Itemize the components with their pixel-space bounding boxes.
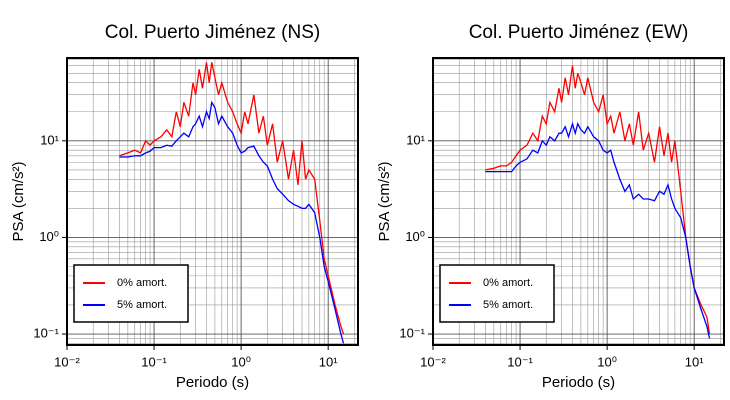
x-tick-label: 10⁰ (597, 354, 617, 369)
data-line (119, 100, 345, 344)
data-line (485, 121, 711, 339)
y-tick-label: 10⁻¹ (33, 325, 59, 340)
y-tick-label: 10¹ (40, 132, 59, 147)
plot-frame (66, 57, 359, 346)
x-tick-label: 10⁻¹ (141, 354, 167, 369)
y-tick-label: 10⁰ (405, 229, 425, 244)
x-tick-label: 10¹ (685, 354, 704, 369)
x-axis-label: Periodo (s) (176, 374, 249, 391)
x-tick-label: 10⁻¹ (507, 354, 533, 369)
legend-label: 0% amort. (483, 277, 533, 289)
x-tick-label: 10⁻² (54, 354, 80, 369)
data-line (485, 65, 711, 335)
chart-title: Col. Puerto Jiménez (NS) (105, 22, 320, 43)
plot-frame (432, 57, 725, 346)
legend-label: 0% amort. (117, 277, 167, 289)
x-tick-label: 10⁰ (231, 354, 251, 369)
legend-box (73, 264, 189, 323)
y-tick-label: 10¹ (406, 132, 425, 147)
x-tick-label: 10⁻² (420, 354, 446, 369)
legend-label: 5% amort. (117, 299, 167, 311)
x-axis-label: Periodo (s) (542, 374, 615, 391)
y-tick-label: 10⁰ (39, 229, 59, 244)
legend-box (439, 264, 555, 323)
y-tick-label: 10⁻¹ (399, 325, 425, 340)
chart-title: Col. Puerto Jiménez (EW) (469, 22, 689, 43)
data-line (119, 62, 345, 335)
x-tick-label: 10¹ (319, 354, 338, 369)
y-axis-label: PSA (cm/s²) (10, 161, 27, 241)
legend-label: 5% amort. (483, 299, 533, 311)
y-axis-label: PSA (cm/s²) (376, 161, 393, 241)
